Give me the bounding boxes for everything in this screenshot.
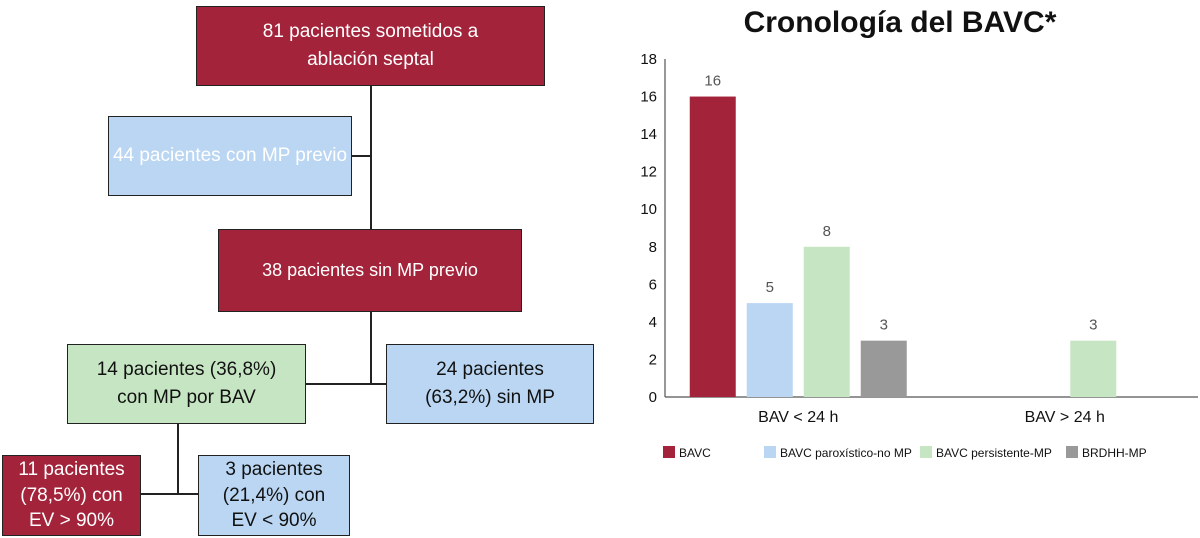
box-total-patients: 81 pacientes sometidos a ablación septal <box>196 6 545 86</box>
box-mp-bav-text: 14 pacientes (36,8%) con MP por BAV <box>96 359 277 408</box>
box-total-patients-text: 81 pacientes sometidos a ablación septal <box>262 21 479 70</box>
y-tick-label: 2 <box>649 351 657 368</box>
connector-lower-vertical <box>177 424 179 494</box>
box-prev-mp-text: 44 pacientes con MP previo <box>112 145 348 167</box>
bar <box>746 303 793 397</box>
connector-bottom-horizontal <box>141 493 198 495</box>
box-ev-low: 3 pacientes (21,4%) con EV < 90% <box>198 455 350 536</box>
legend-swatch <box>663 446 675 458</box>
legend-label: BAVC persistente-MP <box>936 446 1052 460</box>
y-tick-label: 14 <box>640 126 657 143</box>
legend-swatch <box>764 446 776 458</box>
bar <box>1070 340 1117 397</box>
y-tick-label: 18 <box>640 51 657 68</box>
legend-label: BRDHH-MP <box>1082 446 1147 460</box>
box-ev-high: 11 pacientes (78,5%) con EV > 90% <box>2 455 141 536</box>
x-tick-label: BAV > 24 h <box>1025 409 1105 426</box>
bar <box>860 340 907 397</box>
bar-chart: 0 2 4 6 8 10 12 14 16 18 16 5 8 3 BAV < 24 h 3 BAV > 24 … <box>640 51 1198 460</box>
box-mp-bav: 14 pacientes (36,8%) con MP por BAV <box>67 344 306 424</box>
connector-branch-horizontal <box>306 383 386 385</box>
y-tick-label: 8 <box>649 239 657 256</box>
x-tick-label: BAV < 24 h <box>758 409 838 426</box>
legend-swatch <box>920 446 932 458</box>
data-label: 8 <box>823 223 831 240</box>
bar <box>803 246 850 397</box>
box-prev-mp: 44 pacientes con MP previo <box>108 116 352 196</box>
data-label: 16 <box>704 73 721 90</box>
box-no-mp-after-text: 24 pacientes (63,2%) sin MP <box>425 359 555 408</box>
connector-prev-mp <box>352 155 371 157</box>
data-label: 3 <box>880 317 888 334</box>
y-tick-label: 16 <box>640 89 657 106</box>
legend-label: BAVC paroxístico-no MP <box>780 446 912 460</box>
box-ev-high-text: 11 pacientes (78,5%) con EV > 90% <box>18 459 125 532</box>
connector-top-vertical <box>370 86 372 229</box>
box-ev-low-text: 3 pacientes (21,4%) con EV < 90% <box>222 459 326 532</box>
y-tick-label: 4 <box>649 314 657 331</box>
chart-title: Cronología del BAVC* <box>743 6 1057 39</box>
legend-swatch <box>1066 446 1078 458</box>
y-tick-label: 6 <box>649 276 657 293</box>
box-no-prev-mp: 38 pacientes sin MP previo <box>218 229 522 312</box>
connector-mid-vertical <box>370 312 372 384</box>
data-label: 3 <box>1089 317 1097 334</box>
legend-label: BAVC <box>679 446 711 460</box>
bar <box>689 96 736 398</box>
data-label: 5 <box>766 279 774 296</box>
y-tick-label: 10 <box>640 201 657 218</box>
y-tick-label: 12 <box>640 164 657 181</box>
box-no-mp-after: 24 pacientes (63,2%) sin MP <box>386 344 594 424</box>
box-no-prev-mp-text: 38 pacientes sin MP previo <box>262 260 478 281</box>
y-tick-label: 0 <box>649 389 657 406</box>
